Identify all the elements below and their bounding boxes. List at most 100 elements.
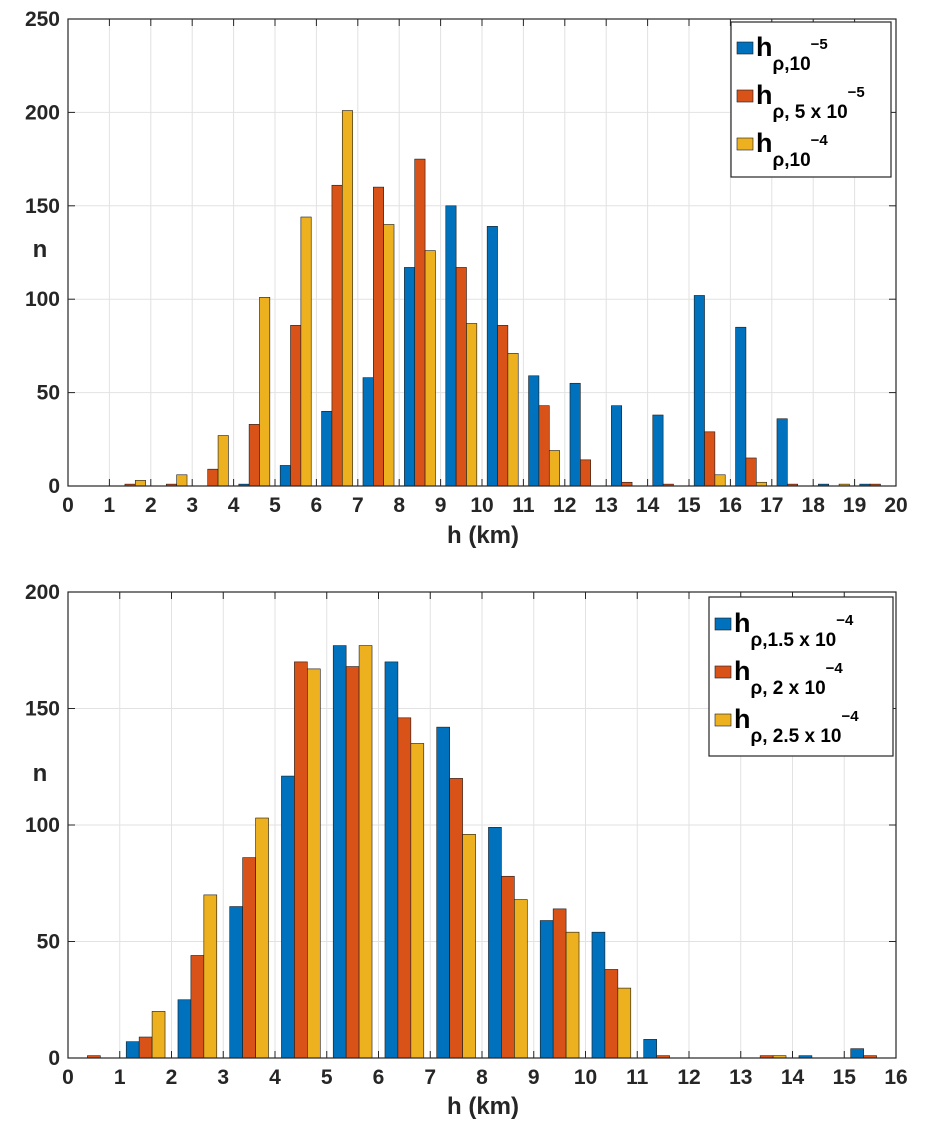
x-tick-label: 9 <box>435 494 447 517</box>
y-tick-label: 150 <box>25 195 60 218</box>
bar-series-2-10.5 <box>604 969 619 1059</box>
bar-series-1-11.5 <box>643 1039 657 1059</box>
bar-series-1-8.5 <box>488 827 502 1059</box>
bar-series-3-4.5 <box>307 668 321 1059</box>
bar-series-3-5.5 <box>358 645 373 1059</box>
bar-series-1-11.5 <box>528 375 540 487</box>
series-2-bars <box>87 661 877 1059</box>
bar-series-1-13.5 <box>611 405 623 487</box>
bar-series-2-12.5 <box>580 459 591 487</box>
bar-series-2-15.5 <box>704 431 716 487</box>
x-tick-label: 1 <box>114 1066 126 1089</box>
bar-series-3-6.5 <box>341 110 353 487</box>
bar-series-3-7.5 <box>383 224 395 487</box>
bar-series-3-10.5 <box>617 987 632 1059</box>
bar-series-1-14.5 <box>652 414 664 487</box>
bar-series-2-7.5 <box>449 778 463 1059</box>
bar-series-2-8.5 <box>501 875 515 1059</box>
x-tick-label: 13 <box>595 494 618 517</box>
x-tick-label: 14 <box>636 494 660 517</box>
bar-series-1-2.5 <box>177 999 192 1059</box>
bar-series-3-1.5 <box>134 480 146 487</box>
bar-series-2-8.5 <box>414 158 426 487</box>
bar-series-1-5.5 <box>332 645 347 1059</box>
x-tick-label: 12 <box>677 1066 700 1089</box>
x-tick-label: 2 <box>166 1066 178 1089</box>
legend: hρ,1.5 x 10−4 hρ, 2 x 10−4 hρ, 2.5 x 10−4 <box>708 596 894 757</box>
y-tick-label: 50 <box>37 931 60 954</box>
bar-series-3-1.5 <box>151 1011 166 1059</box>
y-tick-label: 0 <box>48 1047 60 1070</box>
bar-series-2-9.5 <box>552 908 567 1059</box>
x-tick-label: 11 <box>626 1066 649 1089</box>
bar-series-3-11.5 <box>548 450 560 487</box>
x-tick-label: 7 <box>424 1066 436 1089</box>
bar-series-1-7.5 <box>362 377 374 487</box>
x-tick-label: 9 <box>528 1066 540 1089</box>
x-axis-label: h (km) <box>447 522 519 549</box>
legend-box <box>708 596 894 757</box>
grid <box>67 18 897 487</box>
x-axis-label: h (km) <box>447 1093 519 1120</box>
x-tick-label: 5 <box>269 494 281 517</box>
x-tick-label: 19 <box>843 494 866 517</box>
legend-label-series-2: hρ, 2 x 10−4 <box>734 656 843 699</box>
legend: hρ,10−5 hρ, 5 x 10−5 hρ,10−4 <box>730 21 892 178</box>
bar-series-1-15.5 <box>693 295 705 487</box>
legend-swatch-series-3 <box>714 713 732 727</box>
legend-swatch-series-3 <box>736 137 754 151</box>
bar-series-3-3.5 <box>255 817 269 1059</box>
series-3-bars <box>151 645 787 1059</box>
bar-series-3-7.5 <box>462 834 476 1059</box>
x-tick-label: 20 <box>884 494 907 517</box>
bar-series-1-12.5 <box>569 382 581 487</box>
bar-series-3-9.5 <box>466 323 478 487</box>
x-tick-label: 4 <box>228 494 240 517</box>
chart-top-histogram: 0 1 2 3 4 5 6 7 8 9 10 11 12 13 14 15 16 17 18 19 2005010015… <box>25 8 908 549</box>
y-tick-label: 100 <box>25 814 60 837</box>
legend-swatch-series-2 <box>714 665 732 679</box>
x-tick-label: 0 <box>62 494 74 517</box>
bar-series-1-16.5 <box>735 326 747 487</box>
bar-series-2-9.5 <box>455 267 467 487</box>
x-tick-label: 7 <box>352 494 364 517</box>
x-tick-label: 6 <box>373 1066 385 1089</box>
y-tick-label: 100 <box>25 288 60 311</box>
x-tick-label: 1 <box>104 494 116 517</box>
bar-series-1-1.5 <box>125 1041 140 1059</box>
bar-series-1-7.5 <box>436 726 450 1059</box>
bar-series-2-7.5 <box>373 186 384 487</box>
bar-series-1-8.5 <box>404 267 416 487</box>
bar-series-3-2.5 <box>203 894 218 1059</box>
x-tick-label: 4 <box>269 1066 281 1089</box>
bar-series-2-4.5 <box>294 661 308 1059</box>
x-tick-label: 15 <box>833 1066 857 1089</box>
bar-series-3-10.5 <box>507 353 519 487</box>
bar-series-1-10.5 <box>591 931 606 1059</box>
x-tick-label: 13 <box>729 1066 752 1089</box>
legend-box <box>730 21 892 178</box>
bar-series-1-6.5 <box>321 410 333 487</box>
x-tick-label: 10 <box>470 494 493 517</box>
y-tick-label: 200 <box>25 101 60 124</box>
bar-series-1-6.5 <box>384 661 399 1059</box>
bar-series-2-6.5 <box>331 184 343 487</box>
bar-series-3-2.5 <box>176 474 188 487</box>
y-tick-label: 50 <box>37 382 60 405</box>
x-tick-label: 6 <box>311 494 323 517</box>
y-tick-label: 150 <box>25 698 60 721</box>
bar-series-3-6.5 <box>410 743 425 1059</box>
bar-series-3-5.5 <box>300 216 312 487</box>
x-tick-label: 8 <box>476 1066 488 1089</box>
x-tick-label: 16 <box>719 494 742 517</box>
x-tick-label: 12 <box>553 494 576 517</box>
x-tick-label: 3 <box>217 1066 229 1089</box>
legend-swatch-series-2 <box>736 89 754 103</box>
y-tick-label: 0 <box>48 475 60 498</box>
bar-series-2-11.5 <box>538 405 550 487</box>
x-tick-label: 11 <box>512 494 535 517</box>
legend-swatch-series-1 <box>736 41 754 55</box>
